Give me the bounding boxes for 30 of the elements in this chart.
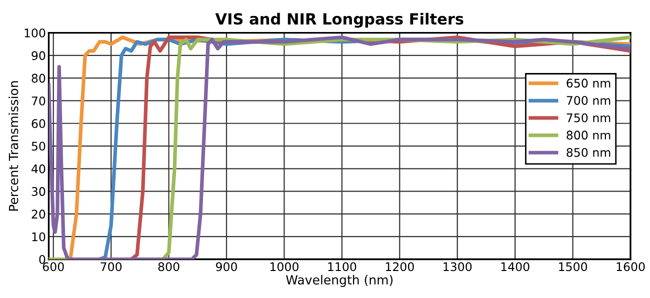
- legend-label: 700 nm: [566, 96, 610, 105]
- x-tick-label: 900: [216, 262, 237, 272]
- y-tick-label: 70: [32, 96, 46, 106]
- y-tick-label: 20: [32, 210, 46, 219]
- x-tick-label: 1400: [501, 262, 530, 272]
- y-axis-title: Percent Transmission: [8, 81, 18, 211]
- x-tick-label: 1500: [559, 262, 588, 272]
- legend-label: 750 nm: [566, 113, 610, 122]
- x-tick-label: 600: [42, 262, 64, 272]
- x-tick-label: 800: [158, 262, 180, 272]
- y-tick-label: 30: [32, 187, 46, 196]
- y-tick-label: 60: [32, 119, 46, 128]
- x-tick-label: 1300: [444, 262, 472, 272]
- chart-title: VIS and NIR Longpass Filters: [215, 12, 464, 28]
- x-tick-label: 1000: [270, 262, 298, 272]
- legend-label: 850 nm: [566, 148, 610, 157]
- y-tick-label: 80: [32, 74, 46, 83]
- x-tick-label: 1200: [386, 262, 414, 272]
- legend-label: 650 nm: [566, 78, 610, 88]
- y-tick-label: 0: [39, 254, 46, 264]
- x-tick-label: 700: [100, 262, 122, 272]
- y-tick-label: 90: [32, 51, 46, 60]
- x-tick-label: 1100: [328, 262, 356, 272]
- y-tick-label: 40: [32, 164, 46, 174]
- y-tick-label: 50: [32, 142, 46, 151]
- y-tick-label: 10: [32, 232, 46, 242]
- y-tick-label: 100: [24, 28, 46, 38]
- x-tick-label: 1600: [616, 262, 645, 272]
- x-axis-title: Wavelength (nm): [286, 274, 393, 287]
- legend-label: 800 nm: [566, 130, 610, 140]
